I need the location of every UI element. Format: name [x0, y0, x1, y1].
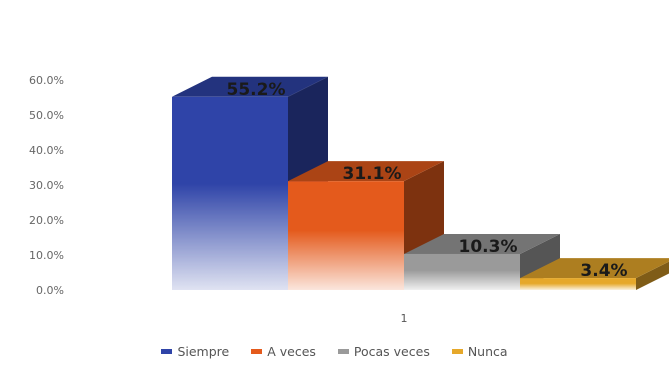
- legend-label: Nunca: [467, 344, 508, 359]
- bar-top-face: [520, 258, 669, 279]
- bar-a-veces: [288, 161, 444, 290]
- bar-highlight: [404, 253, 520, 290]
- bar-highlight: [288, 181, 404, 290]
- legend-item: Nunca: [451, 344, 508, 359]
- legend: Siempre A veces Pocas veces Nunca: [0, 344, 669, 359]
- y-tick-label: 50.0%: [29, 109, 64, 122]
- legend-swatch: [251, 349, 263, 354]
- legend-swatch: [337, 349, 349, 354]
- y-tick-label: 60.0%: [29, 74, 64, 87]
- legend-label: A veces: [267, 344, 316, 359]
- y-tick-label: 0.0%: [36, 284, 64, 297]
- data-label-siempre: 55.2%: [227, 80, 286, 100]
- bar-highlight: [520, 278, 636, 290]
- data-label-a-veces: 31.1%: [343, 164, 402, 184]
- y-axis: 0.0% 10.0% 20.0% 30.0% 40.0% 50.0% 60.0%: [29, 74, 64, 297]
- data-label-nunca: 3.4%: [580, 261, 627, 281]
- bar-nunca: [520, 258, 669, 290]
- x-category-label: 1: [401, 312, 408, 325]
- legend-item: Siempre: [161, 344, 229, 359]
- bar-pocas-veces: [404, 233, 560, 290]
- legend-label: Siempre: [177, 344, 230, 359]
- y-tick-label: 40.0%: [29, 144, 64, 157]
- y-tick-label: 10.0%: [29, 249, 64, 262]
- y-tick-label: 30.0%: [29, 179, 64, 192]
- legend-item: A veces: [251, 344, 316, 359]
- bar-top-face: [172, 76, 328, 97]
- data-label-pocas-veces: 10.3%: [459, 237, 518, 257]
- bar-highlight: [172, 96, 288, 290]
- data-labels: 55.2% 31.1% 10.3% 3.4%: [227, 80, 628, 281]
- bars: [172, 76, 669, 290]
- legend-item: Pocas veces: [337, 344, 430, 359]
- y-tick-label: 20.0%: [29, 214, 64, 227]
- bar-top-face: [288, 161, 444, 182]
- legend-swatch: [451, 349, 463, 354]
- bar-side-face: [636, 261, 669, 290]
- bar-top-face: [404, 233, 560, 254]
- legend-label: Pocas veces: [353, 344, 430, 359]
- legend-swatch: [161, 349, 173, 354]
